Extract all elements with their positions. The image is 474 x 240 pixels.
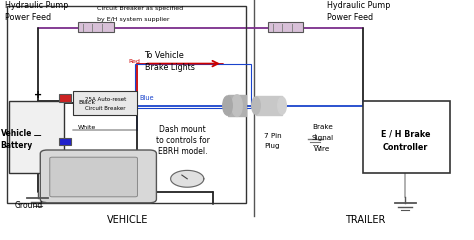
Text: Brake: Brake [312, 124, 333, 130]
Text: to controls for: to controls for [155, 136, 210, 145]
Text: Wire: Wire [314, 146, 330, 152]
Bar [78, 22, 114, 32]
Text: Dash mount: Dash mount [159, 125, 206, 134]
Bar [228, 95, 246, 116]
Text: Ground: Ground [14, 201, 43, 210]
Text: +: + [34, 90, 42, 100]
FancyBboxPatch shape [50, 157, 137, 197]
Text: Signal: Signal [311, 135, 333, 141]
Text: VEHICLE: VEHICLE [107, 215, 149, 225]
Bar [59, 94, 71, 102]
Text: EBRH model.: EBRH model. [158, 147, 207, 156]
Bar [268, 22, 303, 32]
Bar [363, 101, 450, 173]
Bar [135, 64, 251, 108]
Text: Controller: Controller [383, 143, 428, 152]
Text: Power Feed: Power Feed [327, 13, 373, 23]
Circle shape [171, 170, 204, 187]
Text: To Vehicle: To Vehicle [145, 51, 184, 60]
Text: Black: Black [78, 100, 95, 104]
Bar [73, 91, 137, 115]
Text: Power Feed: Power Feed [5, 13, 51, 23]
Text: Battery: Battery [0, 141, 33, 150]
Text: E / H Brake: E / H Brake [381, 130, 430, 139]
FancyBboxPatch shape [40, 150, 156, 203]
Bar [7, 6, 246, 203]
Text: Circuit Breaker: Circuit Breaker [85, 106, 126, 110]
Bar [9, 101, 64, 173]
Ellipse shape [232, 95, 242, 116]
Text: Blue: Blue [140, 96, 155, 101]
Ellipse shape [223, 96, 232, 115]
Text: −: − [33, 131, 43, 141]
Bar [59, 138, 71, 145]
Text: 25A Auto-reset: 25A Auto-reset [85, 97, 126, 102]
Text: by E/H system supplier: by E/H system supplier [97, 17, 170, 22]
Text: Plug: Plug [265, 143, 280, 149]
Text: White: White [78, 125, 97, 130]
Bar [256, 96, 282, 115]
Text: Brake Lights: Brake Lights [145, 63, 194, 72]
Text: 7 Pin: 7 Pin [264, 132, 282, 138]
Text: Hydraulic Pump: Hydraulic Pump [5, 1, 68, 11]
Text: Hydraulic Pump: Hydraulic Pump [327, 1, 391, 11]
Text: Circuit Breaker as specified: Circuit Breaker as specified [97, 6, 183, 11]
Text: Vehicle: Vehicle [1, 129, 32, 138]
Ellipse shape [252, 97, 260, 114]
Ellipse shape [278, 97, 286, 114]
Text: TRAILER: TRAILER [345, 215, 385, 225]
Text: Red: Red [128, 59, 140, 64]
